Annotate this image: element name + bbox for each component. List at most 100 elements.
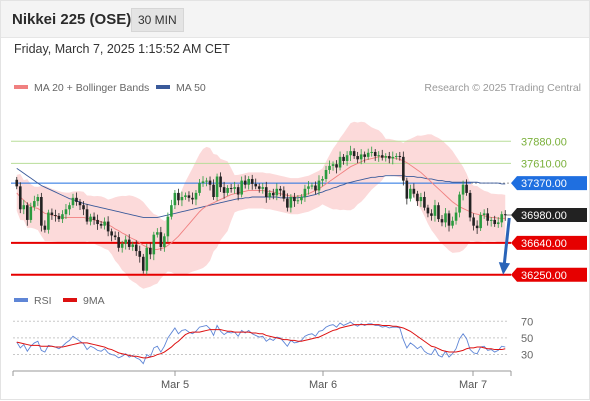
candle-body (191, 197, 194, 200)
level-label-5-tag (511, 267, 587, 282)
candle-body (117, 237, 120, 248)
candle-body (254, 183, 258, 187)
candle-body (338, 156, 342, 168)
candle-body (409, 188, 412, 199)
candle-body (243, 180, 247, 185)
level-label-4: 36640.00 (521, 238, 567, 250)
candle-body (352, 151, 356, 157)
candle-body (212, 184, 215, 197)
candle-body (335, 164, 338, 168)
candle-body (54, 215, 57, 217)
candle-body (279, 188, 282, 191)
level-label-3: 36980.00 (521, 210, 567, 222)
candle-body (110, 231, 113, 236)
candle-body (423, 197, 426, 208)
candle-body (398, 156, 402, 158)
candle-body (454, 212, 458, 221)
candle-body (82, 205, 85, 210)
candle-body (22, 205, 26, 210)
candle-body (205, 180, 208, 182)
candle-body (222, 187, 226, 193)
candle-body (50, 212, 54, 216)
candle-body (127, 239, 131, 247)
candle-body (286, 198, 289, 208)
candle-body (384, 156, 388, 158)
candle-body (131, 244, 135, 247)
candle-body (370, 151, 373, 153)
candle-body (380, 155, 384, 158)
candle-body (402, 156, 405, 181)
candle-body (180, 197, 184, 201)
rsi-tick-label: 50 (521, 333, 533, 345)
candle-body (103, 221, 106, 226)
candle-body (289, 197, 293, 208)
chart-datetime: Friday, March 7, 2025 1:15:52 AM CET (14, 42, 230, 56)
candle-body (264, 187, 268, 197)
candle-body (430, 213, 433, 216)
candle-body (64, 209, 68, 215)
candle-body (152, 234, 156, 255)
candle-body (113, 235, 117, 238)
candle-body (57, 215, 61, 220)
candles (15, 145, 507, 275)
candle-body (416, 193, 419, 202)
candle-body (317, 180, 321, 191)
level-label-1: 37610.00 (521, 158, 567, 170)
candle-body (377, 155, 381, 157)
level-label-2: 37370.00 (521, 178, 567, 190)
rsi-line (16, 321, 506, 365)
candle-body (331, 164, 335, 166)
x-tick-label: Mar 5 (161, 379, 189, 391)
candle-body (324, 169, 328, 179)
candle-body (296, 200, 300, 202)
candle-body (321, 178, 324, 181)
candle-body (366, 152, 370, 157)
candle-body (15, 179, 19, 187)
x-tick-label: Mar 6 (309, 379, 337, 391)
candle-body (99, 224, 103, 226)
candle-body (92, 216, 96, 220)
candle-body (36, 197, 40, 202)
rsi-legend-swatch (14, 298, 28, 302)
candle-body (194, 192, 198, 200)
candle-body (282, 190, 286, 199)
rsi-legend-label: RSI (34, 295, 52, 307)
candle-body (496, 222, 500, 225)
candle-body (43, 225, 47, 230)
candle-body (173, 192, 177, 206)
candle-body (149, 247, 152, 255)
level-label-5: 36250.00 (521, 270, 567, 282)
candle-body (451, 220, 454, 226)
ma50-line (16, 167, 506, 218)
candle-body (307, 186, 310, 189)
candle-body (465, 184, 468, 193)
interval-badge[interactable]: 30 MIN (131, 8, 184, 32)
candle-body (373, 151, 377, 157)
chart-header: Nikkei 225 (OSE) 30 MIN (1, 1, 589, 38)
candle-body (261, 187, 265, 189)
candle-body (198, 183, 201, 193)
candle-body (71, 197, 75, 206)
candle-body (106, 221, 110, 232)
research-credit: Research © 2025 Trading Central (424, 82, 581, 94)
candle-body (226, 187, 229, 193)
candle-body (482, 213, 486, 216)
level-label-0: 37880.00 (521, 136, 567, 148)
candle-body (177, 192, 180, 201)
candle-body (138, 251, 142, 257)
candle-body (395, 156, 398, 158)
rsi-ma-legend-label: 9MA (83, 295, 105, 307)
candle-body (247, 178, 250, 185)
candle-body (233, 187, 236, 189)
candle-body (215, 176, 219, 197)
candle-body (75, 197, 78, 202)
candle-body (461, 184, 465, 195)
candle-body (240, 180, 243, 195)
forecast-arrowhead (498, 262, 511, 275)
candle-body (272, 192, 275, 196)
candle-body (170, 205, 173, 217)
candle-body (433, 205, 437, 216)
candle-body (363, 154, 366, 157)
candle-body (187, 195, 191, 198)
